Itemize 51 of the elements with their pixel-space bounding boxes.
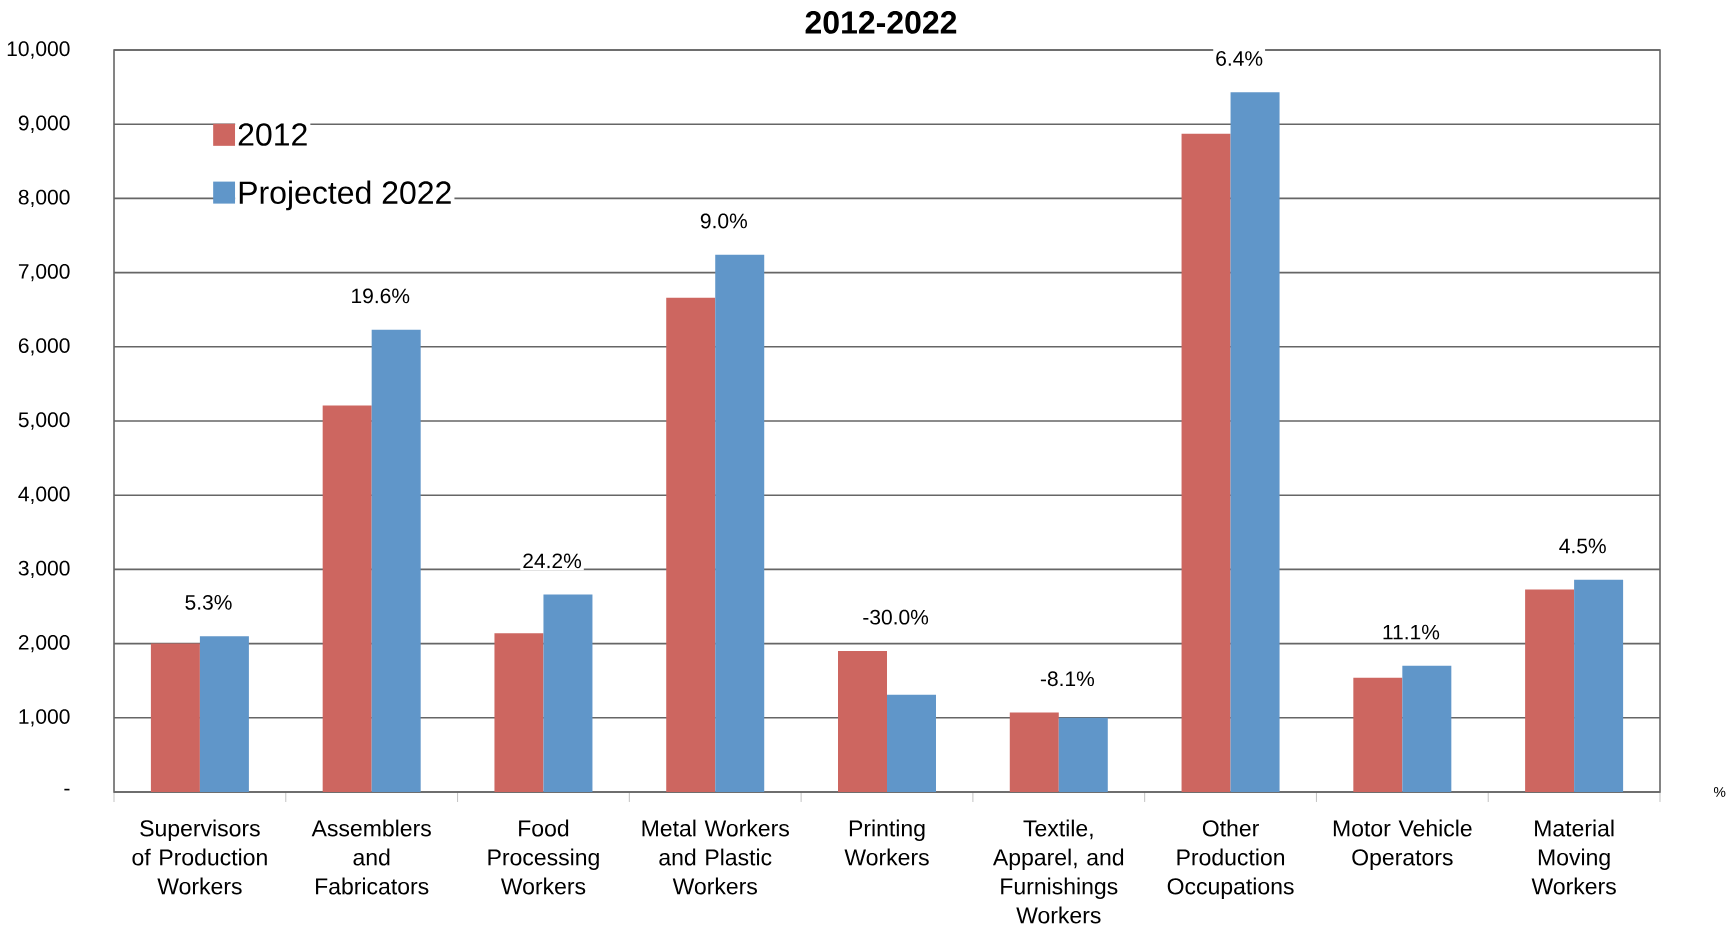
y-tick-label: 2,000 — [18, 634, 70, 653]
bar — [150, 643, 200, 792]
legend-label: Projected 2022 — [239, 180, 451, 211]
x-tick-label: Assemblers and Fabricators — [311, 819, 431, 895]
x-tick-label: Motor Vehicle Operators — [1333, 819, 1472, 871]
bar — [1574, 579, 1624, 792]
annotation: 24.2% — [523, 553, 582, 569]
bar — [199, 636, 249, 792]
annotation: 4.5% — [1559, 538, 1606, 554]
bar — [322, 405, 372, 792]
y-tick-label: 7,000 — [18, 263, 70, 282]
x-tick-label: Food Processing Workers — [488, 819, 599, 895]
x-tick-label: Textile, Apparel, and Furnishings Workers — [992, 819, 1124, 924]
chart-title: 2012-2022 — [805, 11, 957, 34]
bar — [371, 329, 421, 792]
x-tick-label: Other Production Occupations — [1167, 819, 1294, 900]
annotation: 19.6% — [352, 288, 410, 304]
bar — [1009, 712, 1059, 792]
annotation: 5.3% — [185, 594, 232, 610]
legend-label: 2012 — [238, 123, 307, 146]
y-tick-label: 8,000 — [18, 189, 70, 208]
annotation: -8.1% — [1040, 671, 1095, 687]
y-tick-label: 9,000 — [18, 115, 70, 133]
bar — [666, 297, 716, 792]
annotation: 9.0% — [700, 213, 747, 229]
x-tick-label: Supervisors of Production Workers — [132, 819, 267, 895]
annotation: 6.4% — [1216, 51, 1263, 66]
bar — [715, 254, 765, 792]
x-tick-label: Printing Workers — [844, 819, 929, 866]
y-tick-label: 1,000 — [19, 709, 70, 727]
y-tick-label: 6,000 — [18, 338, 70, 356]
x-tick-label: Material Moving Workers — [1531, 819, 1616, 895]
bar — [1525, 589, 1575, 792]
bar — [1402, 665, 1452, 792]
bar — [494, 633, 544, 792]
bar — [1058, 717, 1108, 792]
bar — [1181, 133, 1231, 792]
annotation: -30.0% — [863, 609, 929, 625]
bar — [1353, 677, 1403, 792]
x-tick-label: Metal Workers and Plastic Workers — [642, 819, 789, 895]
y-tick-label: - — [64, 788, 70, 791]
y-tick-label: 10,000 — [7, 41, 70, 59]
bar — [838, 651, 888, 792]
y-tick-label: 5,000 — [18, 412, 70, 430]
y-tick-label: 4,000 — [18, 486, 70, 504]
bar — [543, 594, 593, 792]
bar — [1230, 92, 1280, 792]
text: % — [1713, 787, 1726, 797]
bar — [887, 694, 936, 792]
annotation: 11.1% — [1383, 624, 1440, 640]
y-tick-label: 3,000 — [18, 560, 70, 579]
